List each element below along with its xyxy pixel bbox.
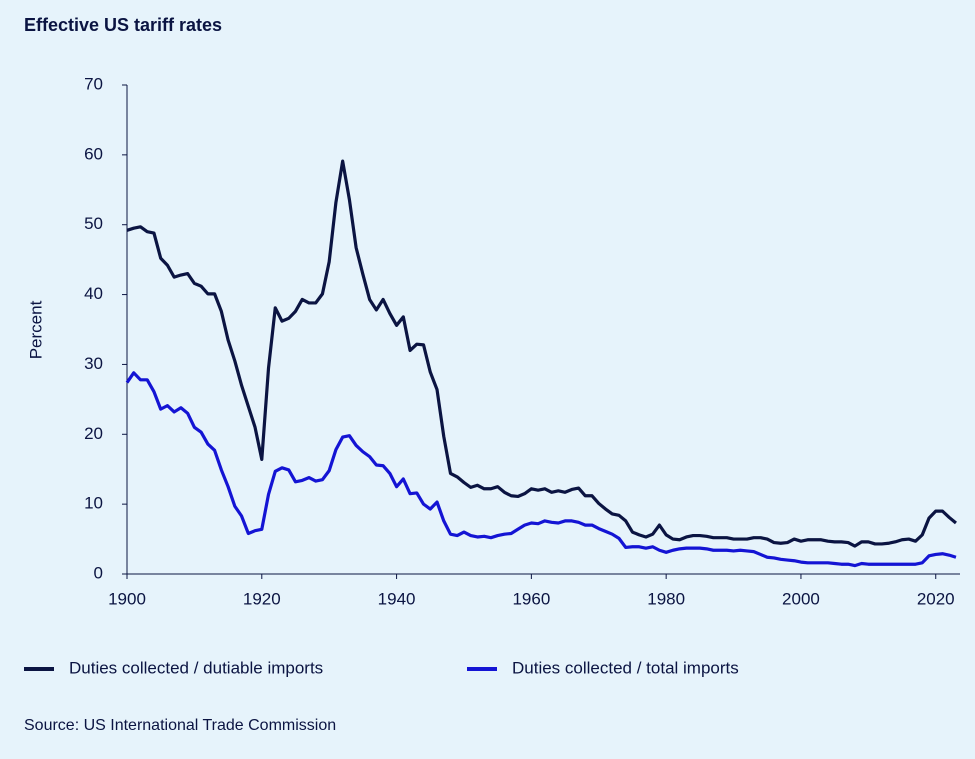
y-axis-label: Percent <box>26 300 45 359</box>
y-tick-label: 20 <box>84 424 103 443</box>
x-tick-label: 1900 <box>108 589 146 608</box>
y-tick-label: 50 <box>84 214 103 233</box>
legend-label: Duties collected / total imports <box>512 658 739 677</box>
y-tick-label: 0 <box>94 563 103 582</box>
chart-title: Effective US tariff rates <box>24 15 222 35</box>
x-tick-label: 1980 <box>647 589 685 608</box>
y-tick-label: 10 <box>84 494 103 513</box>
x-tick-label: 2000 <box>782 589 820 608</box>
x-tick-label: 1940 <box>378 589 416 608</box>
y-tick-label: 60 <box>84 144 103 163</box>
legend-label: Duties collected / dutiable imports <box>69 658 323 677</box>
line <box>126 159 957 548</box>
y-tick-label: 40 <box>84 284 103 303</box>
x-tick-label: 1920 <box>243 589 281 608</box>
y-tick-label: 70 <box>84 74 103 93</box>
x-tick-label: 1960 <box>512 589 550 608</box>
y-tick-label: 30 <box>84 354 103 373</box>
line <box>125 371 957 568</box>
source: Source: US International Trade Commissio… <box>24 717 336 734</box>
x-tick-label: 2020 <box>917 589 955 608</box>
